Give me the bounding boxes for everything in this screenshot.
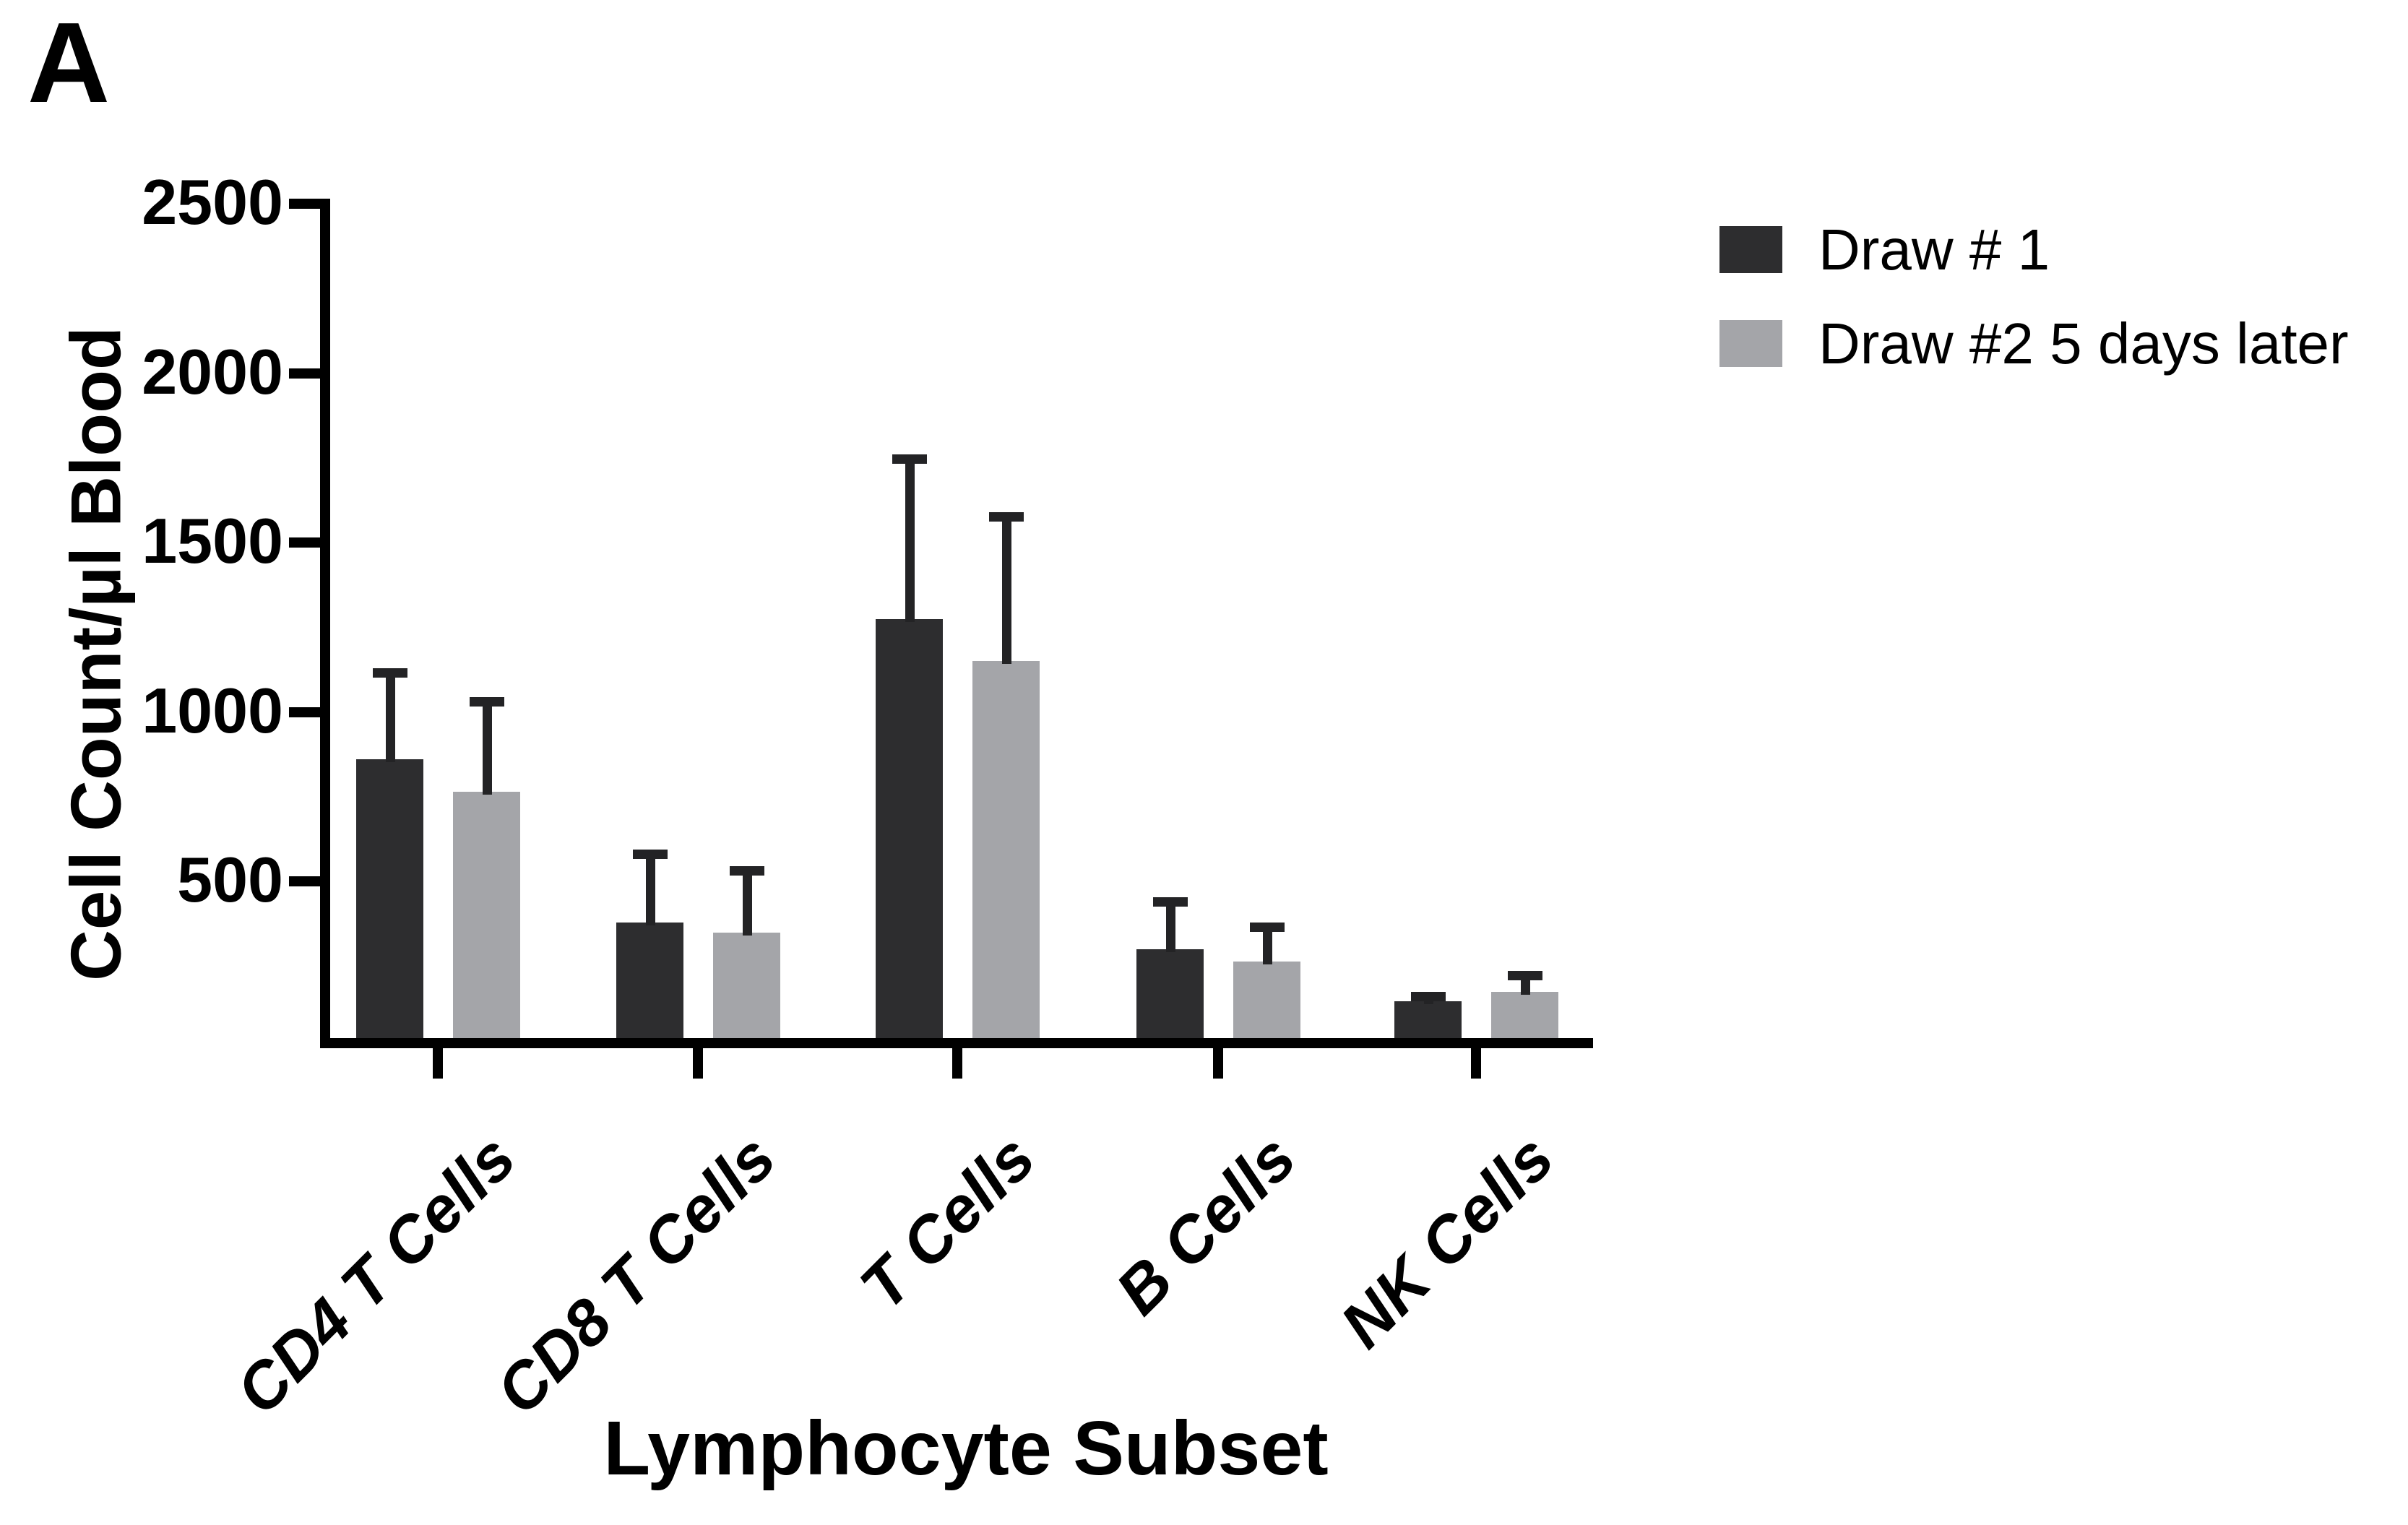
legend-label-draw1: Draw # 1	[1818, 217, 2050, 282]
error-bar-stem	[1263, 922, 1272, 964]
legend-label-draw2: Draw #2 5 days later	[1818, 311, 2349, 376]
y-axis-tick	[289, 707, 320, 717]
x-category-label: CD8 T Cells	[483, 1121, 790, 1429]
error-bar-cap	[892, 454, 927, 465]
error-bar-cap	[989, 511, 1024, 522]
bar	[1136, 949, 1204, 1043]
bar	[713, 932, 780, 1043]
error-bar-stem	[483, 696, 492, 795]
error-bar-cap	[730, 866, 764, 876]
bar	[1491, 991, 1558, 1043]
bar	[1394, 1001, 1462, 1043]
y-tick-label: 2000	[142, 335, 283, 407]
bar	[1233, 961, 1300, 1043]
x-category-label: NK Cells	[1327, 1121, 1568, 1362]
error-bar-cap	[1153, 897, 1188, 907]
x-category-label: T Cells	[847, 1121, 1049, 1324]
error-bar-cap	[470, 696, 504, 707]
x-axis-tick	[433, 1048, 443, 1079]
error-bar-stem	[386, 668, 395, 763]
error-bar-stem	[646, 849, 655, 925]
bar	[453, 792, 520, 1043]
x-axis-line	[320, 1038, 1593, 1048]
error-bar-cap	[1250, 922, 1285, 932]
x-category-label: CD4 T Cells	[223, 1121, 530, 1429]
error-bar-stem	[1002, 511, 1011, 665]
y-axis-tick	[289, 368, 320, 379]
x-axis-tick	[952, 1048, 962, 1079]
error-bar-stem	[905, 454, 915, 622]
bar	[356, 759, 423, 1043]
x-axis-tick	[1213, 1048, 1223, 1079]
legend-entry-draw2: Draw #2 5 days later	[1719, 314, 2349, 372]
error-bar-cap	[1508, 970, 1542, 980]
bar	[876, 618, 943, 1043]
panel-letter: A	[27, 0, 111, 126]
bar	[616, 922, 683, 1043]
y-tick-label: 500	[177, 844, 283, 916]
y-axis-line	[320, 199, 330, 1048]
error-bar-stem	[1166, 897, 1175, 953]
y-axis-tick	[289, 537, 320, 548]
error-bar-cap	[633, 849, 668, 859]
error-bar-stem	[743, 866, 752, 936]
y-tick-label: 1500	[142, 505, 283, 577]
y-tick-label: 1000	[142, 674, 283, 746]
x-category-label: B Cells	[1102, 1121, 1310, 1329]
x-axis-tick	[693, 1048, 703, 1079]
y-axis-tick	[289, 199, 320, 209]
legend: Draw # 1 Draw #2 5 days later	[1719, 220, 2349, 372]
legend-entry-draw1: Draw # 1	[1719, 220, 2349, 278]
y-axis-tick	[289, 876, 320, 887]
bar	[972, 661, 1040, 1043]
x-axis-title: Lymphocyte Subset	[603, 1406, 1329, 1491]
legend-swatch-draw1	[1719, 226, 1782, 273]
legend-swatch-draw2	[1719, 320, 1782, 367]
error-bar-cap	[1411, 991, 1446, 1001]
x-axis-tick	[1471, 1048, 1481, 1079]
error-bar-cap	[373, 668, 407, 678]
y-tick-label: 2500	[142, 166, 283, 238]
